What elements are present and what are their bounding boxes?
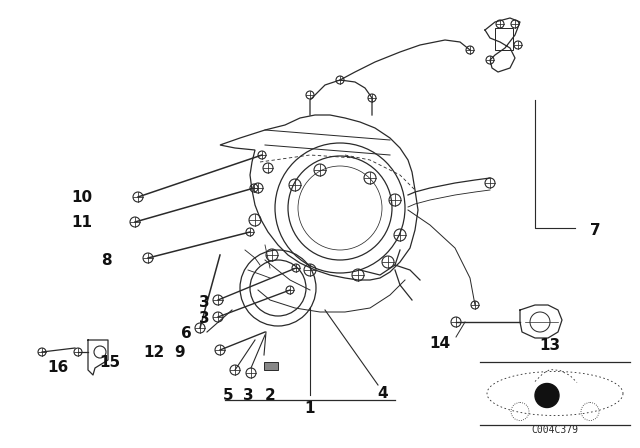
- Text: 2: 2: [264, 388, 275, 402]
- Text: 6: 6: [181, 326, 192, 340]
- Text: 10: 10: [71, 190, 92, 204]
- Text: 16: 16: [47, 359, 68, 375]
- Text: 4: 4: [378, 385, 388, 401]
- Text: 11: 11: [71, 215, 92, 229]
- Text: 12: 12: [144, 345, 165, 359]
- Text: C004C379: C004C379: [531, 425, 579, 435]
- Text: 13: 13: [540, 337, 561, 353]
- Circle shape: [535, 383, 559, 408]
- Bar: [264, 362, 278, 370]
- Text: 3: 3: [200, 294, 210, 310]
- Text: 1: 1: [305, 401, 316, 415]
- Text: 9: 9: [174, 345, 185, 359]
- Text: 5: 5: [223, 388, 234, 402]
- Text: 8: 8: [101, 253, 112, 267]
- Text: 15: 15: [99, 354, 120, 370]
- Text: 3: 3: [243, 388, 253, 402]
- Text: 3: 3: [200, 310, 210, 326]
- Text: 14: 14: [429, 336, 450, 350]
- Text: 7: 7: [590, 223, 600, 237]
- Bar: [495, 28, 513, 50]
